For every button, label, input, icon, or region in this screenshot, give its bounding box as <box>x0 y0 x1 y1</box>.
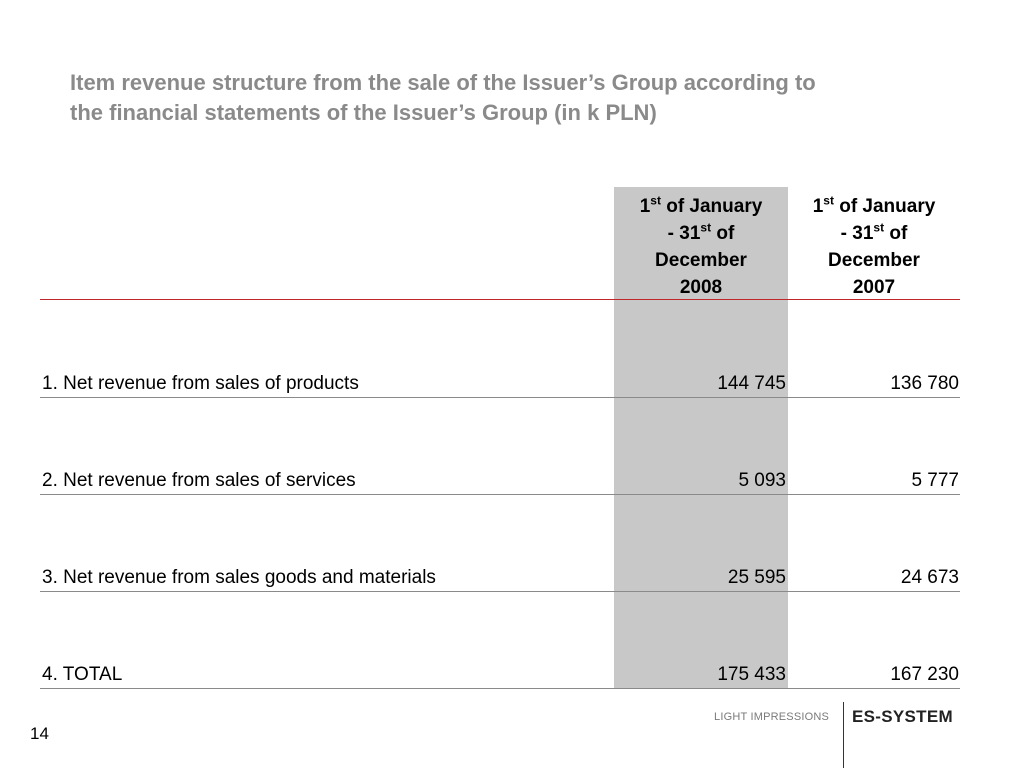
row-divider <box>40 688 960 689</box>
row-divider <box>40 494 960 495</box>
value-2007: 5 777 <box>911 470 959 491</box>
value-2008: 144 745 <box>717 373 786 394</box>
slide-title-line-1: Item revenue structure from the sale of … <box>70 70 816 95</box>
row-label: 1. Net revenue from sales of products <box>42 373 359 394</box>
column-header-2007: 1st of January - 31st of December 2007 <box>812 193 936 298</box>
value-2007: 24 673 <box>900 567 959 588</box>
row-label: 3. Net revenue from sales goods and mate… <box>42 567 436 588</box>
page-number: 14 <box>30 724 49 743</box>
value-2007: 167 230 <box>890 664 959 685</box>
brand-logo: ES-SYSTEM <box>852 707 953 726</box>
table-row: 3. Net revenue from sales goods and mate… <box>40 567 960 593</box>
row-divider <box>40 591 960 592</box>
table-row-total: 4. TOTAL 175 433 167 230 <box>40 664 960 690</box>
header-rule <box>40 299 960 300</box>
row-label: 4. TOTAL <box>42 664 123 685</box>
value-2008: 5 093 <box>738 470 786 491</box>
slide-title: Item revenue structure from the sale of … <box>70 68 970 128</box>
value-2008: 175 433 <box>717 664 786 685</box>
value-2008: 25 595 <box>727 567 786 588</box>
footer-divider <box>843 702 844 768</box>
table-row: 2. Net revenue from sales of services 5 … <box>40 470 960 496</box>
table-row: 1. Net revenue from sales of products 14… <box>40 373 960 399</box>
row-divider <box>40 397 960 398</box>
slide-title-line-2: the financial statements of the Issuer’s… <box>70 100 657 125</box>
row-label: 2. Net revenue from sales of services <box>42 470 356 491</box>
footer-tagline: LIGHT IMPRESSIONS <box>714 711 830 723</box>
column-header-2008: 1st of January - 31st of December 2008 <box>639 193 763 298</box>
value-2007: 136 780 <box>890 373 959 394</box>
highlighted-column-background <box>614 187 788 689</box>
